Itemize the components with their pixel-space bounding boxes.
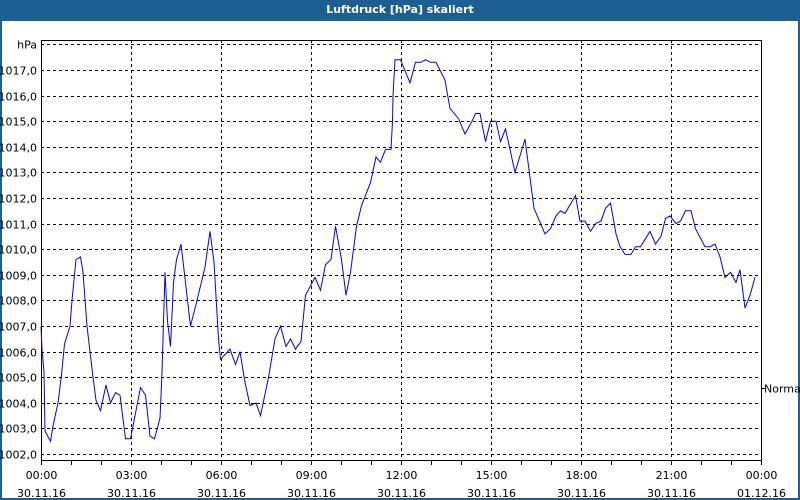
x-tick-time: 12:00 [386,469,418,482]
x-tick-date: 01.12.16 [737,487,786,500]
x-tick-time: 21:00 [656,469,688,482]
x-tick-date: 30.11.16 [377,487,426,500]
y-tick-label: 1005,0 [0,372,37,385]
y-tick-label: 1013,0 [0,167,37,180]
y-axis-unit: hPa [17,39,37,52]
x-tick-date: 30.11.16 [197,487,246,500]
x-tick-time: 03:00 [116,469,148,482]
x-tick-date: 30.11.16 [647,487,696,500]
y-tick-label: 1006,0 [0,347,37,360]
y-tick-label: 1016,0 [0,91,37,104]
x-tick-time: 06:00 [206,469,238,482]
y-tick-label: 1007,0 [0,321,37,334]
y-tick-label: 1003,0 [0,423,37,436]
chart-title: Luftdruck [hPa] skaliert [0,0,800,20]
y-tick-label: 1004,0 [0,398,37,411]
y-tick-label: 1015,0 [0,116,37,129]
x-tick-date: 30.11.16 [287,487,336,500]
y-tick-label: 1002,0 [0,449,37,462]
x-tick-date: 30.11.16 [17,487,66,500]
y-tick-label: 1011,0 [0,219,37,232]
y-tick-label: 1014,0 [0,142,37,155]
normal-marker-label: Normal [764,383,800,396]
x-tick-date: 30.11.16 [467,487,516,500]
y-tick-label: 1012,0 [0,193,37,206]
y-tick-label: 1008,0 [0,295,37,308]
x-tick-time: 09:00 [296,469,328,482]
x-tick-date: 30.11.16 [107,487,156,500]
x-tick-time: 18:00 [566,469,598,482]
y-tick-label: 1017,0 [0,65,37,78]
x-tick-time: 15:00 [476,469,508,482]
x-tick-date: 30.11.16 [557,487,606,500]
x-tick-time: 00:00 [746,469,778,482]
x-tick-time: 00:00 [26,469,58,482]
y-tick-label: 1010,0 [0,244,37,257]
y-tick-label: 1009,0 [0,270,37,283]
pressure-series-line [40,59,756,443]
